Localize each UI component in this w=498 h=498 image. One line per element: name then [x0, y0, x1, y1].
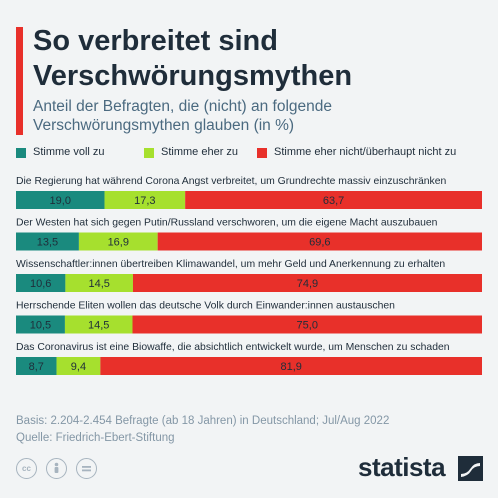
cc-icon[interactable]: cc	[16, 458, 37, 479]
bar-segment	[16, 232, 79, 251]
bar-segment	[132, 274, 482, 292]
bar-value-label: 10,6	[30, 278, 51, 290]
bar-segment	[100, 357, 482, 375]
bar-value-label: 69,6	[309, 237, 330, 249]
title-accent-bar	[16, 27, 23, 135]
bar-value-label: 13,5	[37, 237, 58, 249]
no-derivatives-icon[interactable]	[76, 458, 97, 479]
bar-segment	[78, 232, 158, 251]
statista-logo-text[interactable]: statista	[358, 452, 446, 482]
legend-swatch-nicht	[257, 148, 267, 158]
legend-label-nicht: Stimme eher nicht/überhaupt nicht zu	[274, 146, 457, 158]
category-label: Herrschende Eliten wollen das deutsche V…	[16, 301, 395, 312]
bar-segment	[132, 315, 482, 334]
category-label: Wissenschaftler:innen übertreiben Klimaw…	[16, 259, 445, 270]
bar-segment	[104, 191, 186, 209]
bar-segment	[64, 315, 133, 334]
bar-value-label: 16,9	[108, 237, 129, 249]
source-note: Quelle: Friedrich-Ebert-Stiftung	[16, 432, 175, 444]
category-label: Der Westen hat sich gegen Putin/Russland…	[16, 218, 438, 229]
bar-segment	[65, 274, 133, 292]
bar-value-label: 81,9	[280, 361, 301, 373]
bar-value-label: 17,3	[134, 195, 155, 207]
bar-segment	[56, 357, 101, 375]
legend-label-voll: Stimme voll zu	[33, 146, 105, 158]
bar-segment	[16, 274, 66, 292]
bar-value-label: 10,5	[30, 320, 51, 332]
bar-value-label: 14,5	[88, 320, 109, 332]
attribution-icon[interactable]	[46, 458, 67, 479]
bar-value-label: 8,7	[29, 361, 44, 373]
bar-value-label: 19,0	[50, 195, 71, 207]
legend-swatch-eher	[144, 148, 154, 158]
stacked-bar-chart: Die Regierung hat während Corona Angst v…	[16, 176, 482, 375]
bar-segment	[157, 232, 482, 251]
bar-value-label: 14,5	[88, 278, 109, 290]
bar-segment	[16, 315, 65, 334]
chart-subtitle: Anteil der Befragten, die (nicht) an fol…	[33, 98, 332, 134]
statista-logo-icon[interactable]	[458, 456, 483, 481]
category-label: Das Coronavirus ist eine Biowaffe, die a…	[16, 342, 450, 353]
footer-notes: Basis: 2.204-2.454 Befragte (ab 18 Jahre…	[16, 413, 389, 447]
bar-segment	[16, 357, 57, 375]
bar-value-label: 75,0	[297, 320, 318, 332]
bar-value-label: 9,4	[71, 361, 86, 373]
legend-swatch-voll	[16, 148, 26, 158]
chart-title: So verbreitet sind Verschwörungsmythen	[33, 25, 353, 92]
category-label: Die Regierung hat während Corona Angst v…	[16, 176, 447, 187]
bar-value-label: 74,9	[297, 278, 318, 290]
bar-value-label: 63,7	[323, 195, 344, 207]
basis-note: Basis: 2.204-2.454 Befragte (ab 18 Jahre…	[16, 415, 390, 427]
bar-segment	[185, 191, 482, 209]
legend-label-eher: Stimme eher zu	[161, 146, 239, 158]
bar-segment	[16, 191, 105, 209]
